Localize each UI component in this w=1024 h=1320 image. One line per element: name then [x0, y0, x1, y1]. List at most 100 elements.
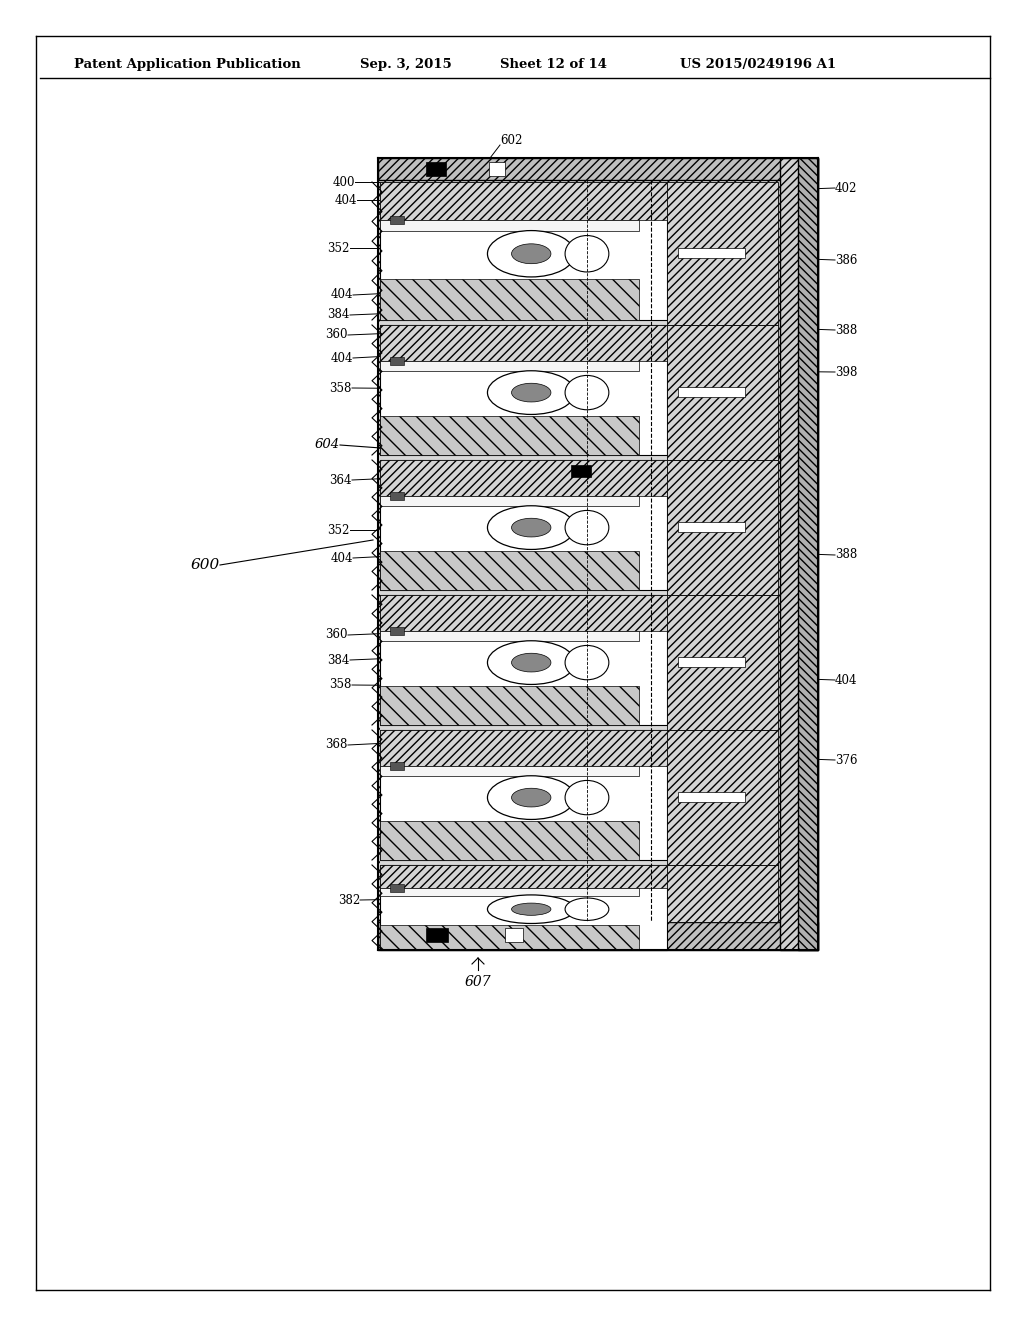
Text: 352: 352	[328, 242, 350, 255]
Text: Patent Application Publication: Patent Application Publication	[74, 58, 301, 71]
Bar	[380, 595, 667, 631]
Bar	[380, 766, 639, 776]
Text: 602: 602	[500, 133, 522, 147]
Ellipse shape	[565, 898, 609, 920]
Text: 388: 388	[835, 549, 857, 561]
Bar	[380, 182, 667, 220]
Bar	[380, 220, 639, 231]
Text: 384: 384	[328, 653, 350, 667]
Text: 404: 404	[331, 351, 353, 364]
Text: 358: 358	[330, 678, 352, 692]
Bar	[390, 216, 404, 224]
Ellipse shape	[512, 788, 551, 807]
Text: 360: 360	[326, 329, 348, 342]
Bar	[506, 928, 523, 942]
Bar	[380, 865, 667, 888]
Ellipse shape	[487, 371, 575, 414]
Text: Sep. 3, 2015: Sep. 3, 2015	[360, 58, 452, 71]
Bar	[426, 162, 445, 176]
Bar	[380, 686, 639, 725]
Bar	[380, 821, 639, 861]
Bar	[378, 158, 818, 950]
Bar	[380, 631, 639, 642]
Bar	[380, 595, 667, 725]
Bar	[380, 730, 667, 861]
Bar	[798, 158, 818, 950]
Ellipse shape	[487, 640, 575, 685]
Text: 404: 404	[331, 552, 353, 565]
Ellipse shape	[487, 506, 575, 549]
Bar	[678, 387, 744, 397]
Text: 368: 368	[326, 738, 348, 751]
Text: 376: 376	[835, 754, 857, 767]
Text: Sheet 12 of 14: Sheet 12 of 14	[500, 58, 607, 71]
Ellipse shape	[565, 780, 609, 814]
Bar	[378, 921, 818, 950]
Bar	[390, 762, 404, 770]
Bar	[380, 182, 778, 920]
Bar	[678, 657, 744, 667]
Text: 358: 358	[330, 381, 352, 395]
Text: 400: 400	[333, 176, 355, 189]
Ellipse shape	[487, 895, 575, 924]
Ellipse shape	[487, 231, 575, 277]
Ellipse shape	[512, 383, 551, 403]
Ellipse shape	[512, 519, 551, 537]
Bar	[390, 884, 404, 892]
Bar	[380, 496, 639, 506]
Bar	[380, 550, 639, 590]
Ellipse shape	[512, 244, 551, 264]
Text: 386: 386	[835, 253, 857, 267]
Bar	[380, 888, 639, 896]
Bar	[667, 182, 778, 325]
Text: FIG.27: FIG.27	[710, 483, 763, 498]
Text: 402: 402	[835, 181, 857, 194]
Bar	[667, 325, 778, 459]
Text: 404: 404	[331, 289, 353, 301]
Bar	[380, 459, 667, 496]
Ellipse shape	[565, 375, 609, 409]
Bar	[667, 595, 778, 730]
Ellipse shape	[487, 776, 575, 820]
Bar	[390, 627, 404, 635]
Bar	[780, 158, 818, 950]
Text: 382: 382	[338, 894, 360, 907]
Bar	[678, 248, 744, 257]
Ellipse shape	[565, 235, 609, 272]
Bar	[489, 162, 506, 176]
Text: 388: 388	[835, 323, 857, 337]
Ellipse shape	[565, 511, 609, 545]
Text: 404: 404	[335, 194, 357, 206]
Text: 398: 398	[835, 366, 857, 379]
Bar	[380, 325, 667, 360]
Bar	[380, 360, 639, 371]
Bar	[667, 730, 778, 865]
Text: 402: 402	[760, 454, 782, 466]
Bar	[380, 182, 667, 319]
Text: 607: 607	[465, 975, 492, 989]
Text: 360: 360	[326, 628, 348, 642]
Text: 600: 600	[190, 558, 220, 572]
Bar	[380, 730, 667, 766]
Bar	[667, 459, 778, 595]
Bar	[390, 356, 404, 366]
Bar	[678, 792, 744, 803]
Ellipse shape	[565, 645, 609, 680]
Bar	[380, 416, 639, 455]
Bar	[667, 865, 778, 921]
Bar	[426, 928, 447, 942]
Bar	[380, 925, 639, 950]
Ellipse shape	[512, 903, 551, 915]
Ellipse shape	[512, 653, 551, 672]
Text: 604: 604	[314, 438, 340, 451]
Bar	[378, 158, 818, 180]
Text: 404: 404	[835, 673, 857, 686]
Bar	[380, 459, 667, 590]
Text: 352: 352	[328, 524, 350, 536]
Bar	[390, 492, 404, 500]
Text: 610: 610	[750, 474, 772, 487]
Text: 384: 384	[328, 309, 350, 322]
Bar	[380, 325, 667, 455]
Text: 364: 364	[330, 474, 352, 487]
Bar	[678, 521, 744, 532]
